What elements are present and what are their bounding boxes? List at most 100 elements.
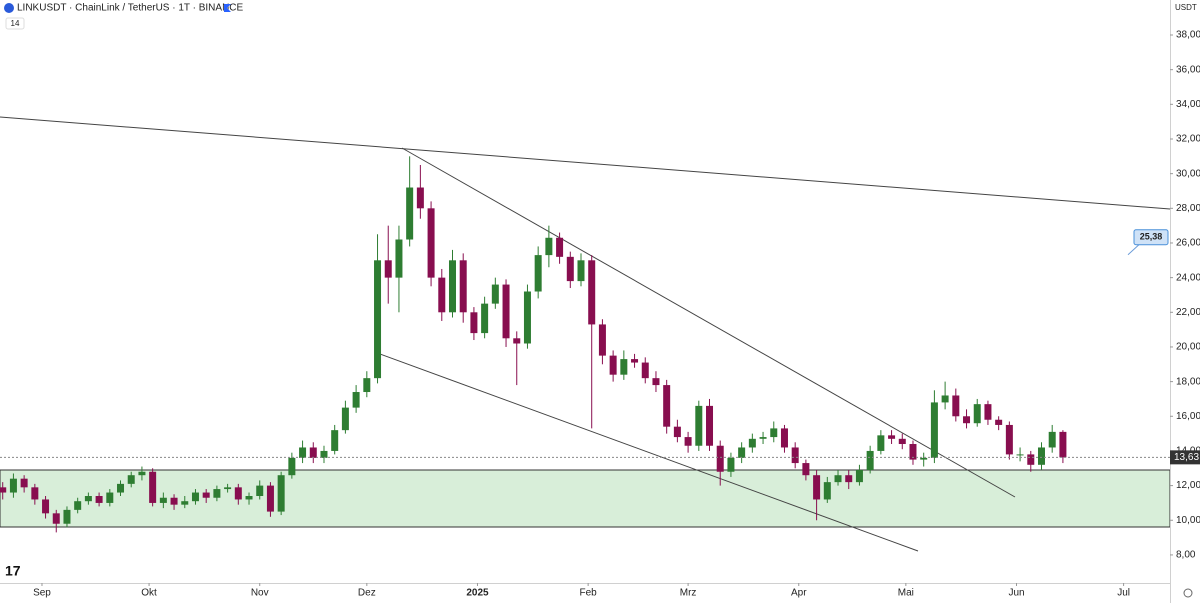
candle-body <box>663 385 671 427</box>
candle-body <box>416 187 424 209</box>
candle-body <box>202 492 210 498</box>
last-price-label: 13,63 <box>1174 452 1199 463</box>
logo: 17 <box>5 563 21 579</box>
candle-body <box>427 208 435 278</box>
candle-body <box>459 260 467 313</box>
candle-body <box>641 362 649 379</box>
candle-body <box>117 483 125 493</box>
candle-body <box>1048 431 1056 448</box>
candle-body <box>598 324 606 356</box>
y-tick-label: 18,00 <box>1176 376 1200 387</box>
x-tick-label: 2025 <box>466 588 489 599</box>
candle-body <box>748 438 756 448</box>
candle-body <box>84 496 92 502</box>
candle-body <box>759 437 767 439</box>
candle-body <box>74 501 82 510</box>
candle-body <box>802 463 810 476</box>
candle-body <box>277 475 285 512</box>
candle-body <box>770 428 778 438</box>
trend-line <box>0 116 1171 210</box>
candle-body <box>834 475 842 483</box>
candle-body <box>127 475 135 484</box>
candle-body <box>95 496 103 503</box>
candle-body <box>256 485 264 497</box>
x-tick-label: Jul <box>1117 588 1130 599</box>
candle-body <box>438 277 446 313</box>
candle-body <box>363 378 371 393</box>
candle-body <box>684 437 692 446</box>
candle-body <box>706 405 714 446</box>
candle-body <box>888 435 896 439</box>
candle-body <box>556 237 564 257</box>
candle-body <box>716 445 724 472</box>
x-tick-label: Mai <box>898 588 914 599</box>
candle-body <box>823 482 831 500</box>
candle-body <box>545 237 553 256</box>
candle-body <box>491 284 499 304</box>
candle-body <box>502 284 510 339</box>
last-price-box <box>1170 450 1200 465</box>
candle-body <box>288 457 296 476</box>
candle-body <box>523 291 531 344</box>
candle-body <box>866 450 874 471</box>
trend-line <box>379 353 919 552</box>
trend-line <box>401 147 1016 498</box>
symbol-icon <box>4 3 14 13</box>
candle-body <box>470 312 478 334</box>
candle-body <box>566 256 574 282</box>
candle-body <box>855 470 863 483</box>
y-tick-label: 12,00 <box>1176 480 1200 491</box>
x-tick-label: Apr <box>791 588 807 599</box>
x-tick-label: Feb <box>580 588 598 599</box>
y-tick-label: 32,00 <box>1176 134 1200 145</box>
candle-body <box>984 404 992 420</box>
candle-body <box>266 485 274 512</box>
candle-body <box>245 496 253 500</box>
candle-body <box>0 487 7 493</box>
x-tick-label: Jun <box>1008 588 1024 599</box>
candle-body <box>395 239 403 278</box>
candle-body <box>952 395 960 417</box>
candle-body <box>1027 454 1035 465</box>
y-tick-label: 34,00 <box>1176 99 1200 110</box>
candle-body <box>609 355 617 375</box>
candle-body <box>374 260 382 379</box>
candle-body <box>320 450 328 458</box>
candle-body <box>673 426 681 438</box>
candle-body <box>299 447 307 458</box>
y-tick-label: 28,00 <box>1176 203 1200 214</box>
candle-body <box>170 497 178 505</box>
candle-body <box>213 489 221 498</box>
candle-body <box>481 303 489 334</box>
indicator-badge <box>5 17 25 30</box>
y-tick-label: 20,00 <box>1176 342 1200 353</box>
candle-body <box>941 395 949 403</box>
candle-body <box>20 478 28 488</box>
candle-body <box>695 405 703 446</box>
settings-icon[interactable] <box>1183 588 1193 598</box>
y-tick-label: 8,00 <box>1176 550 1196 561</box>
candle-body <box>331 430 339 451</box>
y-tick-label: 24,00 <box>1176 272 1200 283</box>
candle-body <box>1037 447 1045 465</box>
candle-body <box>780 428 788 448</box>
y-tick-label: 36,00 <box>1176 64 1200 75</box>
candle-body <box>448 260 456 313</box>
candle-body <box>813 475 821 500</box>
candle-body <box>620 359 628 375</box>
candle-body <box>234 487 242 500</box>
candle-body <box>341 407 349 431</box>
symbol-title: LINKUSDT · ChainLink / TetherUS · 1T · B… <box>17 3 244 14</box>
candle-body <box>384 260 392 278</box>
candle-body <box>973 404 981 424</box>
candle-body <box>727 457 735 472</box>
candle-body <box>877 435 885 451</box>
y-tick-label: 10,00 <box>1176 515 1200 526</box>
candle-body <box>930 402 938 458</box>
x-tick-label: Mrz <box>680 588 697 599</box>
candle-body <box>1059 431 1067 458</box>
candle-body <box>138 471 146 476</box>
candle-body <box>106 492 114 503</box>
candle-body <box>1005 424 1013 455</box>
